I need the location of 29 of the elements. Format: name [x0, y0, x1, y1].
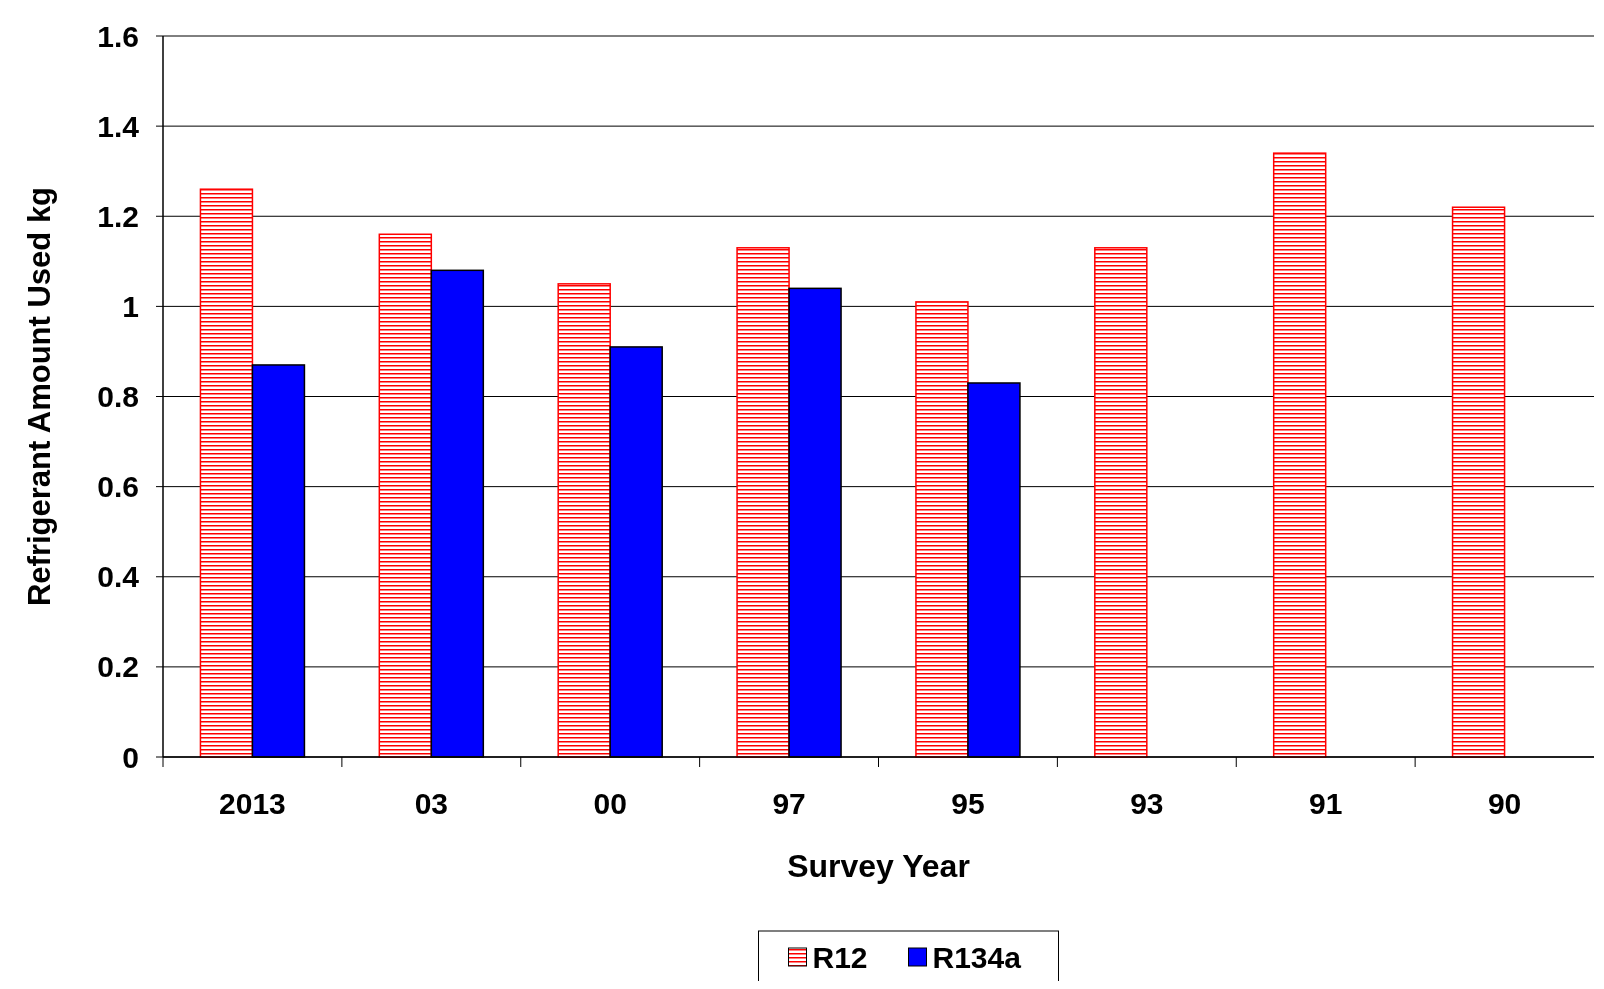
bar	[736, 247, 790, 758]
y-tick-label: 0.2	[97, 650, 139, 684]
bar	[915, 301, 969, 758]
bar	[1451, 206, 1506, 758]
x-tick-label: 95	[951, 787, 985, 820]
y-tick-label: 1.6	[97, 19, 139, 53]
y-axis-title: Refrigerant Amount Used kg	[22, 186, 57, 607]
x-tick-label: 90	[1487, 787, 1522, 820]
bar	[378, 233, 433, 758]
y-tick-label: 0	[122, 740, 139, 774]
y-tick-label: 0.8	[97, 380, 139, 413]
x-tick-label: 00	[593, 787, 627, 820]
x-tick-label: 97	[772, 787, 806, 820]
y-tick-label: 1.2	[97, 199, 139, 233]
x-tick-label: 93	[1130, 787, 1164, 820]
legend-label: R12	[812, 941, 868, 974]
y-tick-label: 1.4	[97, 109, 140, 143]
y-tick-label: 0.4	[97, 560, 140, 594]
bar	[199, 188, 254, 758]
y-tick-label: 0.6	[97, 470, 139, 504]
bar	[557, 283, 611, 758]
bar	[1094, 247, 1148, 758]
x-tick-label: 91	[1309, 787, 1343, 820]
y-tick-label: 1	[122, 289, 139, 323]
x-tick-label: 03	[414, 787, 448, 820]
legend-label: R134a	[932, 941, 1022, 974]
x-axis-title: Survey Year	[787, 848, 970, 884]
x-tick-label: 2013	[219, 787, 286, 820]
bar	[1272, 152, 1327, 758]
